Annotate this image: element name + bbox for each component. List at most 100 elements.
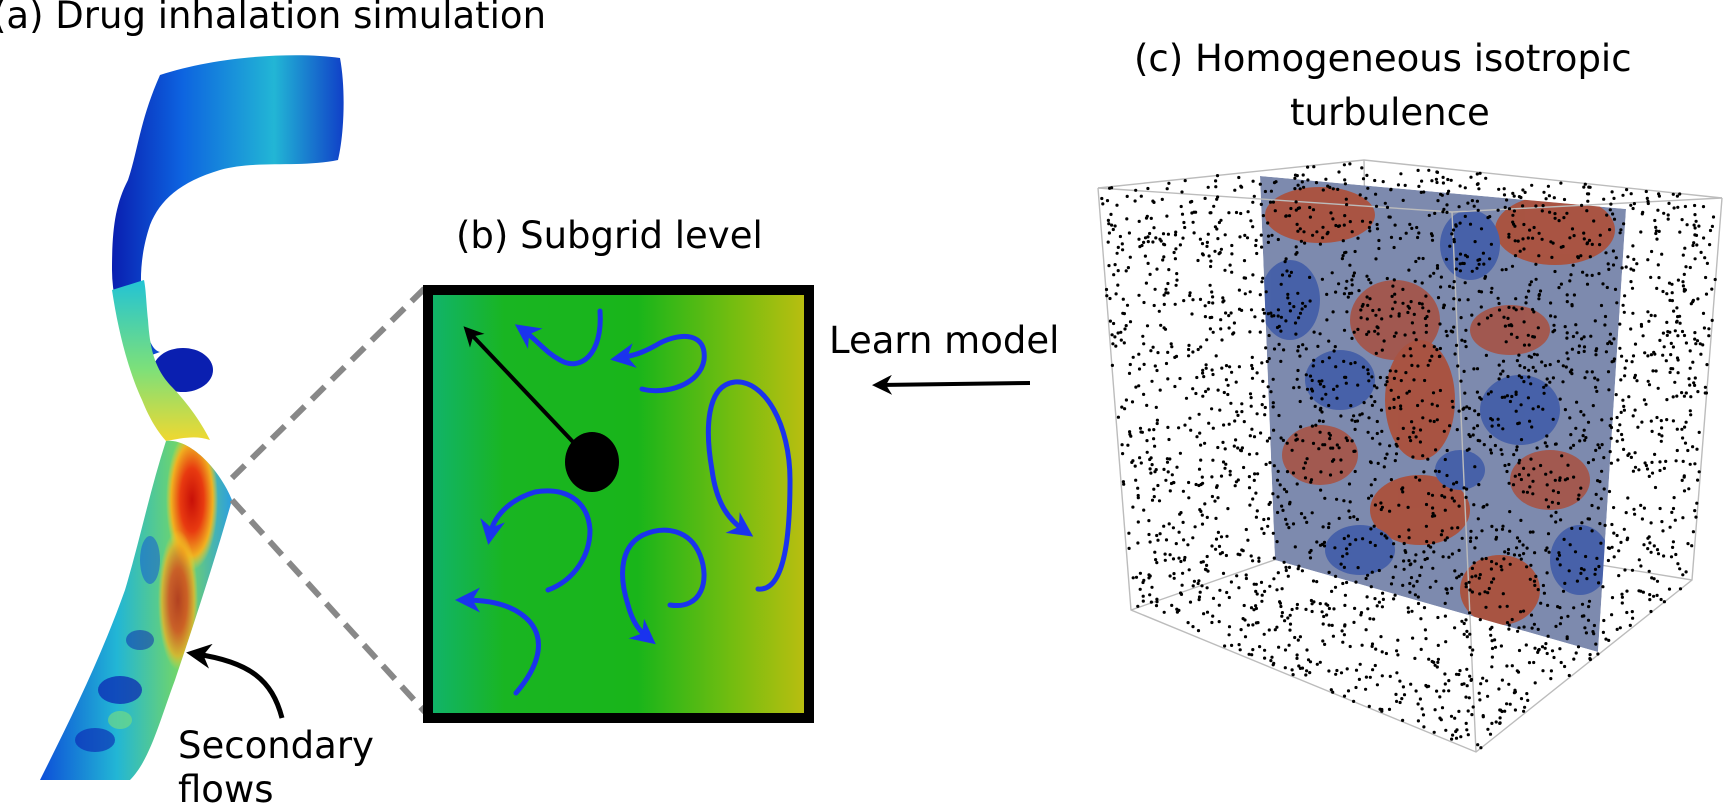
particle-dot	[1353, 427, 1357, 431]
particle-dot	[1216, 237, 1220, 241]
particle-dot	[1478, 592, 1482, 596]
particle-dot	[1174, 542, 1178, 546]
particle-dot	[1183, 225, 1187, 230]
particle-dot	[1337, 446, 1341, 450]
particle-dot	[1407, 559, 1411, 563]
particle-dot	[1203, 315, 1207, 319]
particle-dot	[1246, 210, 1250, 214]
particle-dot	[1536, 326, 1540, 330]
particle-dot	[1287, 526, 1291, 530]
particle-dot	[1373, 597, 1377, 601]
particle-dot	[1208, 327, 1212, 331]
particle-dot	[1342, 565, 1346, 570]
particle-dot	[1654, 369, 1658, 373]
particle-dot	[1420, 302, 1424, 306]
particle-dot	[1439, 285, 1443, 289]
particle-dot	[1443, 508, 1447, 512]
particle-dot	[1672, 496, 1676, 500]
particle-dot	[1272, 577, 1276, 581]
particle-dot	[1514, 308, 1518, 312]
particle-dot	[1230, 270, 1234, 274]
particle-dot	[1304, 373, 1308, 377]
particle-dot	[1543, 364, 1547, 368]
particle-dot	[1457, 409, 1461, 413]
particle-dot	[1489, 448, 1493, 452]
particle-dot	[1311, 579, 1316, 583]
particle-dot	[1181, 520, 1185, 525]
particle-dot	[1291, 673, 1295, 677]
particle-dot	[1288, 502, 1292, 506]
particle-dot	[1639, 324, 1644, 328]
particle-dot	[1420, 707, 1424, 711]
particle-dot	[1425, 556, 1429, 561]
particle-dot	[1255, 251, 1259, 256]
particle-dot	[1512, 194, 1516, 198]
particle-dot	[1264, 462, 1268, 466]
particle-dot	[1409, 439, 1413, 443]
particle-dot	[1146, 240, 1150, 244]
particle-dot	[1689, 302, 1693, 306]
particle-dot	[1281, 438, 1285, 442]
particle-dot	[1581, 434, 1585, 438]
particle-dot	[1659, 419, 1663, 423]
particle-dot	[1469, 529, 1473, 533]
particle-dot	[1598, 522, 1602, 526]
particle-dot	[1419, 565, 1424, 569]
particle-dot	[1556, 501, 1560, 505]
particle-dot	[1379, 507, 1383, 512]
particle-dot	[1365, 274, 1369, 278]
particle-dot	[1181, 571, 1185, 575]
particle-dot	[1375, 325, 1379, 329]
particle-dot	[1502, 315, 1506, 319]
particle-dot	[1342, 359, 1346, 363]
particle-dot	[1584, 631, 1588, 635]
particle-dot	[1180, 212, 1185, 216]
particle-dot	[1342, 223, 1346, 227]
particle-dot	[1224, 553, 1228, 558]
particle-dot	[1150, 585, 1154, 589]
particle-dot	[1613, 287, 1618, 291]
particle-dot	[1328, 437, 1332, 441]
particle-dot	[1464, 618, 1468, 622]
particle-dot	[1650, 249, 1654, 254]
particle-dot	[1522, 609, 1526, 613]
particle-dot	[1321, 188, 1325, 192]
particle-dot	[1450, 399, 1454, 403]
particle-dot	[1648, 598, 1652, 602]
particle-dot	[1586, 618, 1591, 622]
particle-dot	[1513, 254, 1518, 258]
particle-dot	[1305, 648, 1309, 652]
particle-dot	[1460, 619, 1464, 623]
particle-dot	[1344, 250, 1348, 254]
particle-dot	[1549, 669, 1553, 673]
particle-dot	[1174, 283, 1178, 287]
particle-dot	[1114, 292, 1118, 296]
particle-dot	[1134, 478, 1138, 482]
particle-dot	[1432, 271, 1436, 275]
particle-dot	[1453, 716, 1457, 720]
particle-dot	[1487, 586, 1491, 591]
particle-dot	[1534, 574, 1538, 579]
particle-dot	[1475, 390, 1479, 394]
particle-dot	[1388, 509, 1392, 513]
particle-dot	[1303, 241, 1307, 245]
particle-dot	[1403, 333, 1407, 337]
particle-dot	[1473, 240, 1477, 244]
particle-dot	[1327, 669, 1331, 673]
particle-dot	[1211, 330, 1215, 334]
particle-dot	[1602, 618, 1606, 623]
particle-dot	[1457, 504, 1461, 508]
particle-dot	[1477, 262, 1481, 266]
particle-dot	[1149, 456, 1153, 460]
particle-dot	[1170, 473, 1174, 477]
particle-dot	[1139, 430, 1143, 434]
particle-dot	[1563, 325, 1567, 329]
particle-dot	[1192, 579, 1196, 583]
particle-dot	[1479, 682, 1483, 686]
particle-dot	[1209, 264, 1213, 269]
particle-dot	[1260, 245, 1264, 249]
particle-dot	[1303, 476, 1308, 480]
particle-dot	[1355, 517, 1359, 522]
particle-dot	[1506, 374, 1510, 379]
particle-dot	[1139, 194, 1143, 198]
